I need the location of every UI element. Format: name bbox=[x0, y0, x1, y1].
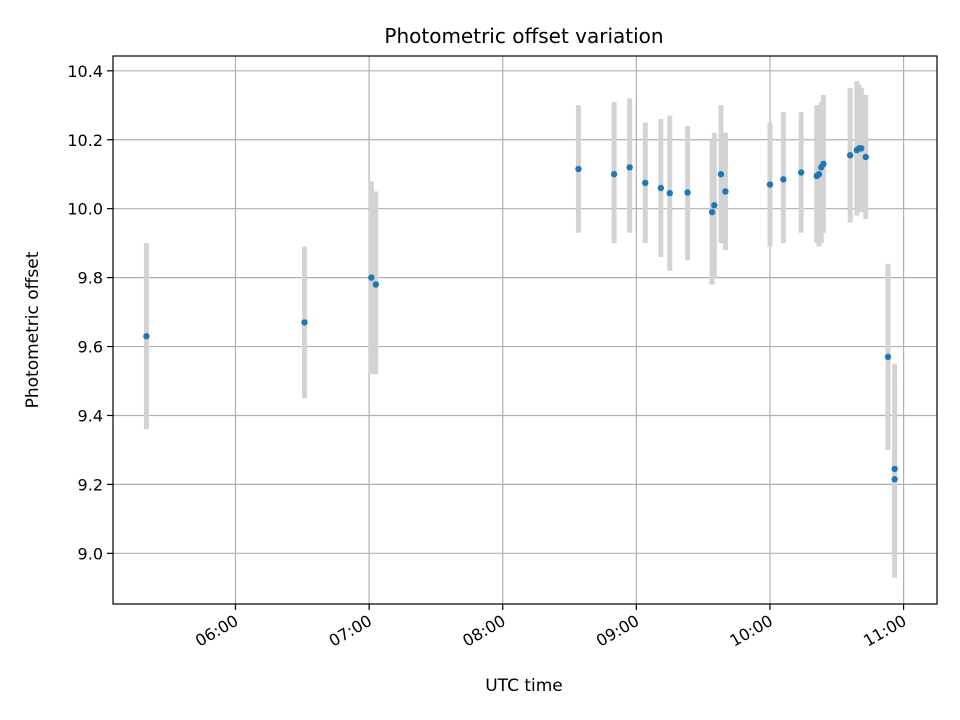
x-axis-label: UTC time bbox=[485, 676, 563, 696]
plot-area-frame bbox=[112, 55, 938, 605]
y-tick-label: 10.0 bbox=[67, 200, 103, 219]
data-point bbox=[642, 179, 649, 187]
data-points bbox=[143, 145, 898, 483]
y-tick-label: 9.6 bbox=[78, 338, 103, 357]
y-tick-label: 9.2 bbox=[78, 475, 103, 494]
data-point bbox=[684, 189, 691, 196]
data-point bbox=[884, 353, 892, 361]
y-axis-label: Photometric offset bbox=[23, 251, 43, 408]
data-point bbox=[575, 165, 582, 173]
data-point bbox=[610, 171, 618, 178]
grid bbox=[113, 56, 937, 604]
y-axis-ticks: 9.0 9.2 9.4 9.6 9.8 10.0 10.2 10.4 bbox=[67, 62, 113, 563]
data-point bbox=[780, 176, 787, 183]
data-point bbox=[711, 202, 718, 209]
y-tick-label: 9.8 bbox=[78, 269, 103, 288]
data-point bbox=[666, 189, 673, 197]
data-point bbox=[797, 169, 805, 176]
data-point bbox=[657, 184, 665, 192]
chart-title: Photometric offset variation bbox=[384, 24, 663, 48]
data-point bbox=[820, 160, 827, 168]
data-point bbox=[766, 181, 774, 188]
data-point bbox=[815, 171, 823, 178]
data-point bbox=[846, 152, 854, 159]
data-point bbox=[891, 476, 898, 483]
data-point bbox=[862, 153, 869, 161]
data-point bbox=[717, 171, 725, 178]
data-point bbox=[891, 465, 898, 473]
y-tick-label: 10.2 bbox=[67, 131, 103, 150]
data-point bbox=[143, 333, 150, 340]
data-point bbox=[722, 188, 729, 195]
data-point bbox=[708, 208, 716, 216]
y-tick-label: 9.4 bbox=[78, 406, 103, 425]
data-point bbox=[301, 319, 308, 326]
data-point bbox=[858, 145, 865, 152]
data-point bbox=[368, 274, 375, 281]
y-tick-label: 10.4 bbox=[67, 62, 103, 81]
data-point bbox=[626, 164, 633, 171]
y-tick-label: 9.0 bbox=[78, 544, 103, 563]
data-point bbox=[372, 281, 379, 288]
